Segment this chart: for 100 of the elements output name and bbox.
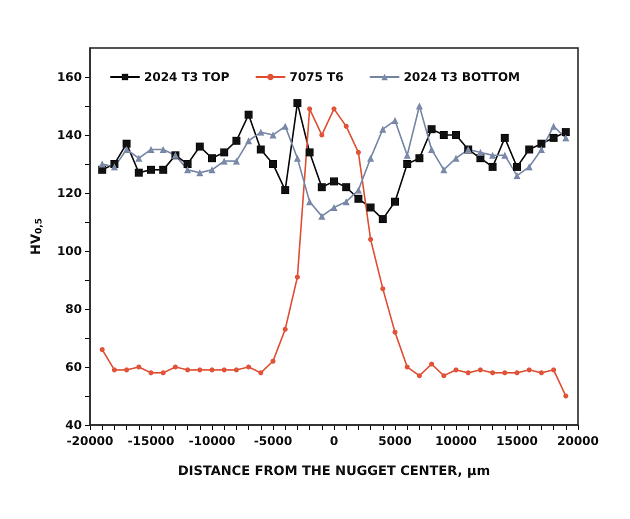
legend-label: 2024 T3 TOP xyxy=(144,70,230,84)
x-tick-label: 15000 xyxy=(496,434,538,448)
point xyxy=(514,172,520,180)
point xyxy=(293,99,302,108)
point xyxy=(210,367,214,372)
point xyxy=(134,168,143,177)
point xyxy=(428,125,436,134)
point xyxy=(281,186,290,194)
point xyxy=(222,367,227,372)
point xyxy=(404,152,411,159)
point xyxy=(306,148,314,156)
legend-label: 7075 T6 xyxy=(289,70,344,84)
x-tick-label: 10000 xyxy=(435,434,477,448)
point xyxy=(563,394,568,398)
point xyxy=(220,158,228,165)
point xyxy=(282,326,288,332)
x-tick-label: -20000 xyxy=(66,434,114,448)
point xyxy=(332,106,336,112)
point xyxy=(416,373,422,378)
point xyxy=(342,198,350,206)
point xyxy=(526,163,533,170)
point xyxy=(98,160,106,168)
point xyxy=(525,146,534,154)
point xyxy=(354,186,362,194)
point xyxy=(172,364,178,370)
point xyxy=(356,150,361,155)
point xyxy=(344,124,349,129)
point xyxy=(428,146,436,153)
x-tick-label: -5000 xyxy=(254,434,292,448)
point xyxy=(185,367,190,372)
point xyxy=(124,367,130,372)
point xyxy=(440,131,448,139)
point xyxy=(246,364,252,370)
x-tick-label: 20000 xyxy=(557,434,599,448)
point xyxy=(502,370,508,376)
x-tick-label: -10000 xyxy=(188,434,236,448)
point xyxy=(159,166,168,174)
point xyxy=(452,131,460,139)
point xyxy=(454,367,458,372)
y-tick-label: 80 xyxy=(65,302,82,316)
point xyxy=(562,128,570,136)
point xyxy=(112,367,117,372)
x-tick-label: 5000 xyxy=(378,434,412,448)
point xyxy=(110,163,118,170)
point xyxy=(368,236,374,242)
point xyxy=(551,367,556,372)
point xyxy=(245,137,252,144)
point xyxy=(220,148,228,156)
point xyxy=(232,136,240,145)
point xyxy=(415,154,424,162)
point xyxy=(208,154,216,162)
point xyxy=(282,122,289,130)
point xyxy=(256,146,265,154)
point xyxy=(478,367,483,372)
point xyxy=(354,194,362,203)
point xyxy=(294,274,300,280)
point xyxy=(270,132,276,138)
point xyxy=(270,358,276,364)
point xyxy=(232,158,240,165)
y-tick-label: 140 xyxy=(56,128,82,142)
point xyxy=(416,102,423,110)
y-tick-label: 120 xyxy=(56,186,82,200)
legend-label: 2024 T3 BOTTOM xyxy=(404,70,520,84)
point xyxy=(380,286,386,292)
point xyxy=(307,106,312,112)
y-tick-label: 100 xyxy=(56,244,82,258)
point xyxy=(136,364,142,370)
point xyxy=(184,166,192,174)
point xyxy=(452,154,460,162)
point xyxy=(319,132,324,138)
point xyxy=(366,204,375,212)
point xyxy=(550,122,558,130)
point xyxy=(244,110,253,119)
point xyxy=(391,198,399,206)
point xyxy=(135,154,142,162)
point xyxy=(330,177,338,186)
point xyxy=(160,146,167,153)
point xyxy=(501,152,508,159)
point xyxy=(500,134,509,142)
point xyxy=(404,364,410,370)
y-tick-label: 60 xyxy=(65,360,82,374)
point xyxy=(147,166,155,174)
y-tick-label: 40 xyxy=(65,418,82,432)
point xyxy=(526,367,532,372)
point xyxy=(122,140,131,148)
y-tick-label: 160 xyxy=(56,70,82,84)
point xyxy=(367,154,374,162)
point xyxy=(269,160,277,168)
point xyxy=(160,370,166,376)
point xyxy=(342,183,350,192)
point xyxy=(196,142,204,151)
point xyxy=(440,166,448,174)
point xyxy=(490,370,496,376)
point xyxy=(429,362,434,367)
point xyxy=(379,126,386,133)
point xyxy=(441,373,446,378)
point xyxy=(148,370,154,376)
y-axis-title: HV0,5 xyxy=(29,218,44,255)
point xyxy=(378,215,387,224)
x-axis-title: DISTANCE FROM THE NUGGET CENTER, μm xyxy=(178,464,490,479)
